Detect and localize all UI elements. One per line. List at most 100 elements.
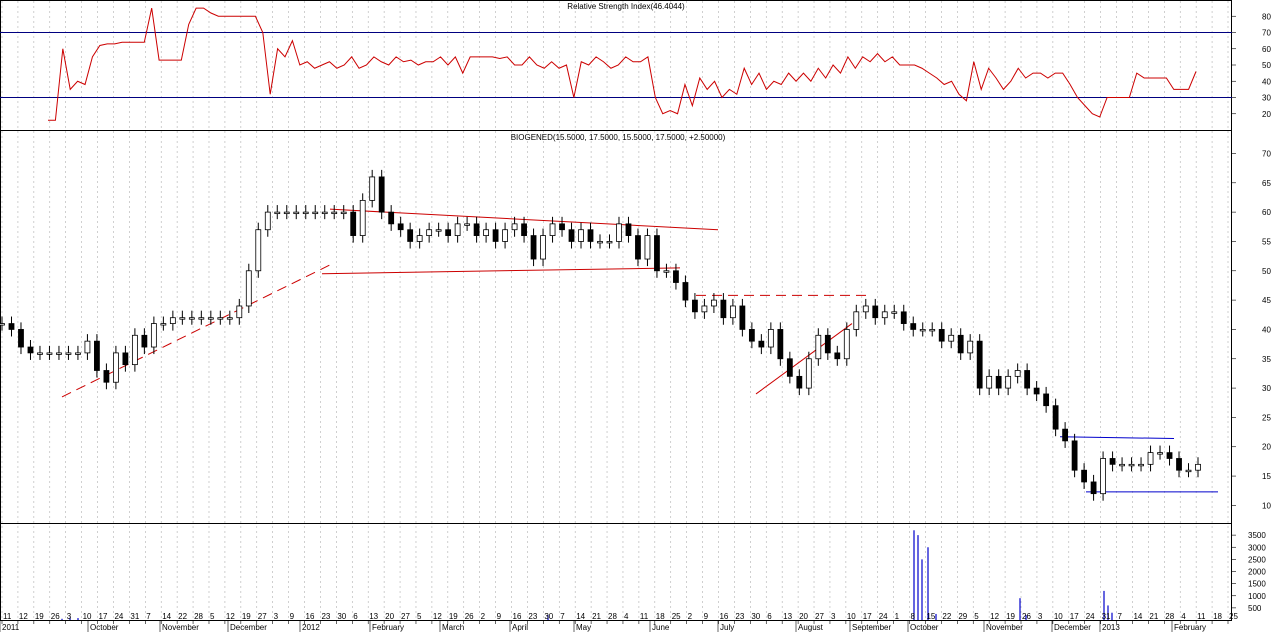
x-tick-label: 25 (672, 612, 681, 621)
x-tick-label: 14 (1133, 612, 1142, 621)
price-candle (18, 329, 24, 348)
price-tick-label: 65 (1262, 179, 1271, 188)
price-candle (217, 317, 224, 320)
x-tick-label: 14 (162, 612, 171, 621)
price-ohlc-series (0, 169, 1201, 501)
price-candle (1185, 469, 1192, 473)
x-tick-label: 12 (19, 612, 28, 621)
x-tick-label: 30 (544, 612, 553, 621)
x-tick-label: 17 (1070, 612, 1079, 621)
price-candle (559, 223, 565, 231)
price-candle (739, 305, 746, 330)
x-tick-label: 12 (226, 612, 235, 621)
price-candle (397, 223, 404, 231)
price-candle (720, 299, 727, 319)
price-candle (94, 340, 100, 371)
x-tick-label: 12 (990, 612, 999, 621)
price-candle (65, 352, 72, 355)
month-label: 2012 (302, 623, 320, 632)
x-tick-label: 7 (1118, 612, 1123, 621)
x-tick-label: 10 (1054, 612, 1063, 621)
x-tick-label: 26 (465, 612, 474, 621)
price-candle (426, 229, 433, 236)
month-label: 2011 (2, 623, 20, 632)
x-tick-label: 18 (656, 612, 665, 621)
x-tick-label: 9 (704, 612, 709, 621)
x-tick-label: 28 (608, 612, 617, 621)
price-candle (274, 211, 281, 215)
price-candle (236, 305, 243, 319)
price-candle (597, 241, 603, 244)
x-tick-label: 25 (1229, 612, 1238, 621)
price-candle (587, 229, 594, 242)
x-tick-label: 31 (1102, 612, 1111, 621)
price-candle (805, 358, 812, 389)
price-candle (8, 323, 15, 330)
x-tick-label: 27 (401, 612, 410, 621)
x-tick-label: 3 (274, 612, 279, 621)
price-candle (530, 235, 537, 260)
price-candle (881, 311, 888, 319)
month-label: November (986, 623, 1023, 632)
month-label: December (1054, 623, 1091, 632)
price-candle (84, 340, 91, 354)
price-tick-label: 25 (1262, 413, 1271, 422)
price-candle (578, 229, 584, 242)
x-tick-label: 15 (926, 612, 935, 621)
price-candle (900, 311, 907, 324)
x-tick-label: 19 (35, 612, 44, 621)
price-tick-label: 35 (1262, 355, 1271, 364)
price-candle (264, 211, 271, 231)
price-candle (1043, 393, 1050, 407)
uptrend-line-2 (755, 323, 853, 395)
price-candle (919, 329, 926, 332)
price-candle (701, 305, 708, 313)
price-candle (464, 223, 471, 226)
price-tick-label: 50 (1262, 267, 1271, 276)
x-tick-label: 23 (735, 612, 744, 621)
x-tick-label: 16 (719, 612, 728, 621)
price-candle (255, 229, 262, 272)
price-title: BIOGENED(15.5000, 17.5000, 15.5000, 17.5… (511, 133, 726, 142)
volume-tick-label: 3500 (1248, 531, 1266, 540)
price-candle (521, 223, 527, 236)
price-candle (454, 223, 461, 236)
price-candle (986, 375, 993, 389)
price-candle (711, 299, 717, 307)
price-candle (1138, 463, 1144, 467)
rsi-line (48, 7, 1197, 121)
price-candle (967, 340, 974, 354)
x-tick-label: 28 (194, 612, 203, 621)
price-candle (1052, 405, 1059, 430)
month-label: October (90, 623, 119, 632)
price-candle (758, 340, 765, 348)
x-tick-label: 24 (114, 612, 123, 621)
volume-tick-label: 1500 (1248, 580, 1266, 589)
rsi-bound-lines (0, 32, 1232, 98)
price-candle (445, 229, 452, 236)
volume-panel-frame (0, 523, 1232, 621)
x-tick-label: 1 (895, 612, 900, 621)
price-candle (502, 229, 508, 242)
month-label: July (720, 623, 734, 632)
price-candle (834, 352, 841, 360)
price-candle (862, 305, 869, 313)
price-candle (824, 334, 831, 354)
x-tick-label: 9 (290, 612, 295, 621)
month-label: September (852, 623, 891, 632)
price-candle (872, 305, 879, 319)
price-candle (198, 317, 205, 320)
x-tick-label: 28 (1165, 612, 1174, 621)
price-candle (948, 334, 955, 342)
month-label: April (512, 623, 528, 632)
volume-tick-label: 2000 (1248, 568, 1266, 577)
price-candle (46, 352, 53, 355)
x-tick-label: 17 (99, 612, 108, 621)
x-tick-label: 2 (481, 612, 486, 621)
price-candle (929, 329, 936, 332)
x-tick-label: 10 (847, 612, 856, 621)
volume-tick-label: 3000 (1248, 543, 1266, 552)
price-candle (540, 235, 546, 260)
month-label: March (442, 623, 464, 632)
